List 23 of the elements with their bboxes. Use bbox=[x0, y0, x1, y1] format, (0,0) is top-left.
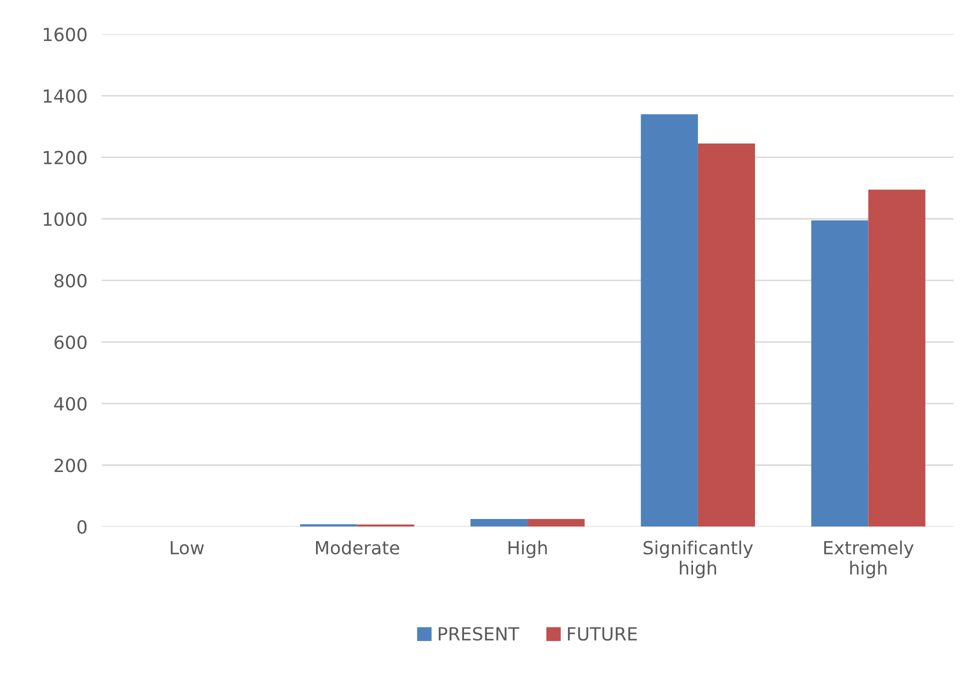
y-tick-label: 1600 bbox=[44, 28, 87, 42]
y-tick-label: 1400 bbox=[44, 89, 87, 103]
legend-label: PRESENT bbox=[438, 626, 520, 641]
y-tick-label: 400 bbox=[54, 397, 87, 411]
bar bbox=[698, 143, 755, 527]
y-tick-label: 1200 bbox=[44, 150, 87, 164]
bar bbox=[528, 518, 585, 527]
y-tick-label: 0 bbox=[77, 520, 87, 534]
y-tick-label: 600 bbox=[54, 335, 87, 350]
legend-label: FUTURE bbox=[568, 627, 637, 641]
y-tick-label: 200 bbox=[54, 458, 87, 472]
bar bbox=[640, 114, 698, 527]
y-tick-label: 1000 bbox=[44, 212, 87, 226]
bar bbox=[300, 524, 358, 527]
x-tick-label: Moderate bbox=[316, 540, 400, 555]
y-tick-label: 800 bbox=[54, 274, 87, 288]
x-tick-label: Low bbox=[170, 541, 204, 555]
bar bbox=[868, 190, 926, 527]
x-tick-label: Extremely high bbox=[824, 540, 914, 578]
bar bbox=[811, 220, 868, 527]
x-tick-label: High bbox=[508, 540, 547, 558]
x-tick-label: Significantly high bbox=[644, 540, 753, 578]
bar bbox=[470, 518, 528, 527]
